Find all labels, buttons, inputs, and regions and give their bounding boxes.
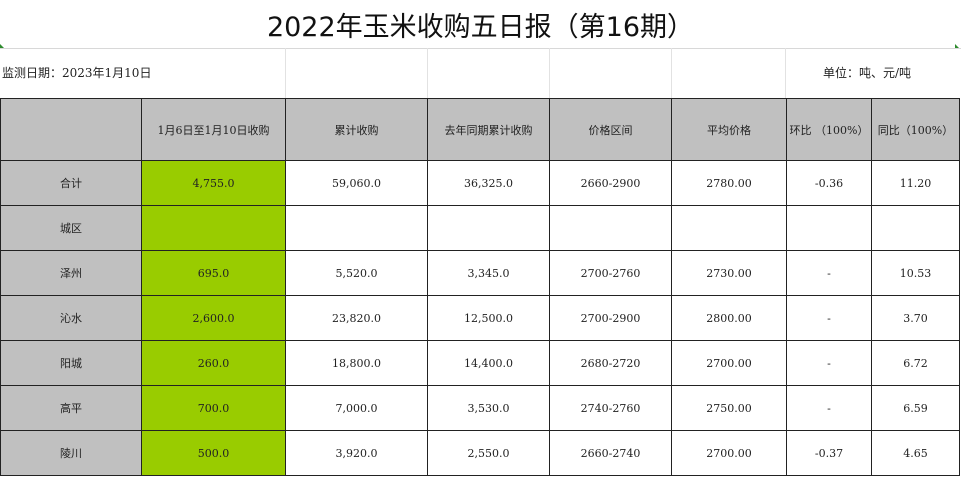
period-purchase-cell: 700.0 bbox=[141, 385, 286, 431]
header-last-year: 去年同期累计收购 bbox=[427, 98, 550, 161]
header-avg-price: 平均价格 bbox=[671, 98, 787, 161]
yoy-cell: 6.72 bbox=[871, 340, 960, 386]
cumulative-cell bbox=[285, 205, 428, 251]
report-title: 2022年玉米收购五日报（第16期） bbox=[0, 0, 961, 49]
cumulative-cell: 23,820.0 bbox=[285, 295, 428, 341]
price-range-cell: 2700-2760 bbox=[549, 250, 672, 296]
price-range-cell: 2660-2740 bbox=[549, 430, 672, 476]
row-name: 合计 bbox=[0, 160, 142, 206]
mom-cell: - bbox=[786, 340, 872, 386]
cumulative-cell: 59,060.0 bbox=[285, 160, 428, 206]
avg-price-cell: 2780.00 bbox=[671, 160, 787, 206]
price-range-cell: 2680-2720 bbox=[549, 340, 672, 386]
last-year-cell bbox=[427, 205, 550, 251]
cell-marker-right bbox=[955, 44, 959, 48]
table-row: 合计 4,755.0 59,060.0 36,325.0 2660-2900 2780.0… bbox=[0, 160, 960, 206]
meta-row: 监测日期：2023年1月10日 单位：吨、元/吨 bbox=[0, 48, 961, 98]
row-name: 沁水 bbox=[0, 295, 142, 341]
avg-price-cell: 2700.00 bbox=[671, 340, 787, 386]
mom-cell: -0.37 bbox=[786, 430, 872, 476]
table-row: 高平 700.0 7,000.0 3,530.0 2740-2760 2750.00-6.… bbox=[0, 385, 960, 431]
yoy-cell: 3.70 bbox=[871, 295, 960, 341]
table-row: 泽州 695.0 5,520.0 3,345.0 2700-2760 2730.00-10… bbox=[0, 250, 960, 296]
header-region bbox=[0, 98, 142, 161]
period-purchase-cell bbox=[141, 205, 286, 251]
header-mom: 环比 （100%） bbox=[786, 98, 872, 161]
table-row: 陵川 500.0 3,920.0 2,550.0 2660-2740 2700.00 -0.… bbox=[0, 430, 960, 476]
table-row: 沁水 2,600.0 23,820.0 12,500.0 2700-2900 2800.0… bbox=[0, 295, 960, 341]
row-name: 陵川 bbox=[0, 430, 142, 476]
price-range-cell: 2740-2760 bbox=[549, 385, 672, 431]
header-yoy: 同比（100%） bbox=[871, 98, 960, 161]
cumulative-cell: 5,520.0 bbox=[285, 250, 428, 296]
last-year-cell: 2,550.0 bbox=[427, 430, 550, 476]
last-year-cell: 3,345.0 bbox=[427, 250, 550, 296]
period-purchase-cell: 4,755.0 bbox=[141, 160, 286, 206]
mom-cell: - bbox=[786, 295, 872, 341]
cumulative-cell: 3,920.0 bbox=[285, 430, 428, 476]
mom-cell bbox=[786, 205, 872, 251]
table-row: 阳城 260.0 18,800.0 14,400.0 2680-2720 2700.00-… bbox=[0, 340, 960, 386]
avg-price-cell: 2800.00 bbox=[671, 295, 787, 341]
header-period-purchase: 1月6日至1月10日收购 bbox=[141, 98, 286, 161]
cell-marker-left bbox=[0, 44, 4, 48]
purchase-report-table: 1月6日至1月10日收购 累计收购 去年同期累计收购 价格区间 平均价格 环比 … bbox=[0, 98, 960, 476]
last-year-cell: 36,325.0 bbox=[427, 160, 550, 206]
yoy-cell: 11.20 bbox=[871, 160, 960, 206]
table-header-row: 1月6日至1月10日收购 累计收购 去年同期累计收购 价格区间 平均价格 环比 … bbox=[0, 98, 960, 161]
monitor-date: 监测日期：2023年1月10日 bbox=[2, 66, 152, 80]
cumulative-cell: 18,800.0 bbox=[285, 340, 428, 386]
mom-cell: - bbox=[786, 385, 872, 431]
header-price-range: 价格区间 bbox=[549, 98, 672, 161]
table-row: 城区 bbox=[0, 205, 960, 251]
period-purchase-cell: 2,600.0 bbox=[141, 295, 286, 341]
price-range-cell: 2660-2900 bbox=[549, 160, 672, 206]
price-range-cell bbox=[549, 205, 672, 251]
avg-price-cell: 2750.00 bbox=[671, 385, 787, 431]
unit-label: 单位：吨、元/吨 bbox=[823, 66, 912, 80]
mom-cell: - bbox=[786, 250, 872, 296]
yoy-cell bbox=[871, 205, 960, 251]
yoy-cell: 6.59 bbox=[871, 385, 960, 431]
row-name: 泽州 bbox=[0, 250, 142, 296]
mom-cell: -0.36 bbox=[786, 160, 872, 206]
period-purchase-cell: 260.0 bbox=[141, 340, 286, 386]
period-purchase-cell: 695.0 bbox=[141, 250, 286, 296]
header-cumulative: 累计收购 bbox=[285, 98, 428, 161]
period-purchase-cell: 500.0 bbox=[141, 430, 286, 476]
avg-price-cell: 2700.00 bbox=[671, 430, 787, 476]
yoy-cell: 4.65 bbox=[871, 430, 960, 476]
avg-price-cell bbox=[671, 205, 787, 251]
row-name: 阳城 bbox=[0, 340, 142, 386]
last-year-cell: 3,530.0 bbox=[427, 385, 550, 431]
yoy-cell: 10.53 bbox=[871, 250, 960, 296]
cumulative-cell: 7,000.0 bbox=[285, 385, 428, 431]
last-year-cell: 14,400.0 bbox=[427, 340, 550, 386]
avg-price-cell: 2730.00 bbox=[671, 250, 787, 296]
row-name: 城区 bbox=[0, 205, 142, 251]
row-name: 高平 bbox=[0, 385, 142, 431]
price-range-cell: 2700-2900 bbox=[549, 295, 672, 341]
last-year-cell: 12,500.0 bbox=[427, 295, 550, 341]
